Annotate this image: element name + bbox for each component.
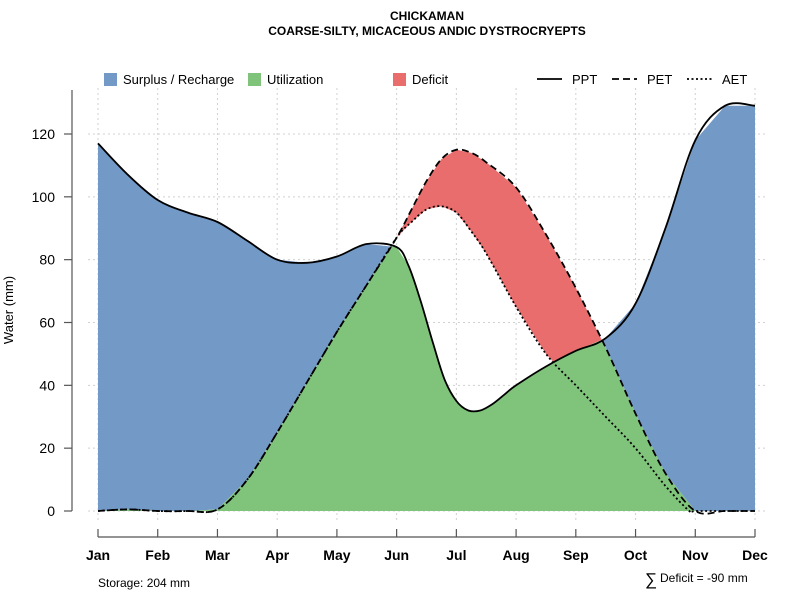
legend-label-aet: AET bbox=[722, 72, 747, 87]
pet-line bbox=[97, 148, 755, 515]
surplus-recharge-area bbox=[98, 105, 755, 511]
x-tick-label-jun: Jun bbox=[384, 547, 409, 563]
chart-subtitle: COARSE-SILTY, MICACEOUS ANDIC DYSTROCRYE… bbox=[268, 24, 586, 38]
x-tick-label-dec: Dec bbox=[742, 547, 768, 563]
legend-swatch-surplus-recharge bbox=[104, 73, 117, 86]
storage-note: Storage: 204 mm bbox=[98, 576, 190, 590]
y-tick-label-20: 20 bbox=[39, 440, 55, 456]
x-tick-label-aug: Aug bbox=[502, 547, 529, 563]
x-tick-label-feb: Feb bbox=[145, 547, 170, 563]
legend-label-ppt: PPT bbox=[572, 72, 597, 87]
chart-title: CHICKAMAN bbox=[390, 9, 464, 23]
aet-line bbox=[97, 205, 755, 514]
y-tick-label-120: 120 bbox=[32, 126, 56, 142]
utilization-area bbox=[98, 246, 755, 511]
area-fills bbox=[98, 105, 755, 511]
x-tick-label-mar: Mar bbox=[205, 547, 230, 563]
axes: 0 20 40 60 80 100 120 Jan Feb Mar Apr May Jun Jul Aug S… bbox=[32, 90, 768, 563]
legend-label-pet: PET bbox=[647, 72, 672, 87]
y-tick-label-40: 40 bbox=[39, 377, 55, 393]
series-lines bbox=[97, 102, 756, 515]
x-tick-label-sep: Sep bbox=[563, 547, 589, 563]
ppt-line bbox=[97, 102, 756, 413]
legend-label-utilization: Utilization bbox=[267, 72, 323, 87]
y-tick-label-60: 60 bbox=[39, 315, 55, 331]
x-tick-label-oct: Oct bbox=[624, 547, 648, 563]
legend-label-deficit: Deficit bbox=[412, 72, 449, 87]
x-tick-label-jul: Jul bbox=[446, 547, 466, 563]
x-tick-label-may: May bbox=[323, 547, 350, 563]
y-axis-label: Water (mm) bbox=[1, 276, 16, 344]
legend-label-surplus-recharge: Surplus / Recharge bbox=[123, 72, 234, 87]
y-tick-label-0: 0 bbox=[47, 503, 55, 519]
y-tick-label-80: 80 bbox=[39, 252, 55, 268]
legend-swatch-deficit bbox=[393, 73, 406, 86]
deficit-note: Deficit = -90 mm bbox=[660, 571, 748, 585]
deficit-sum-symbol: ∑ bbox=[645, 570, 657, 589]
legend: Surplus / Recharge Utilization Deficit PPT P… bbox=[104, 72, 747, 87]
legend-swatch-utilization bbox=[248, 73, 261, 86]
y-tick-label-100: 100 bbox=[32, 189, 56, 205]
x-tick-label-jan: Jan bbox=[86, 547, 110, 563]
x-tick-label-nov: Nov bbox=[682, 547, 709, 563]
x-tick-label-apr: Apr bbox=[265, 547, 290, 563]
